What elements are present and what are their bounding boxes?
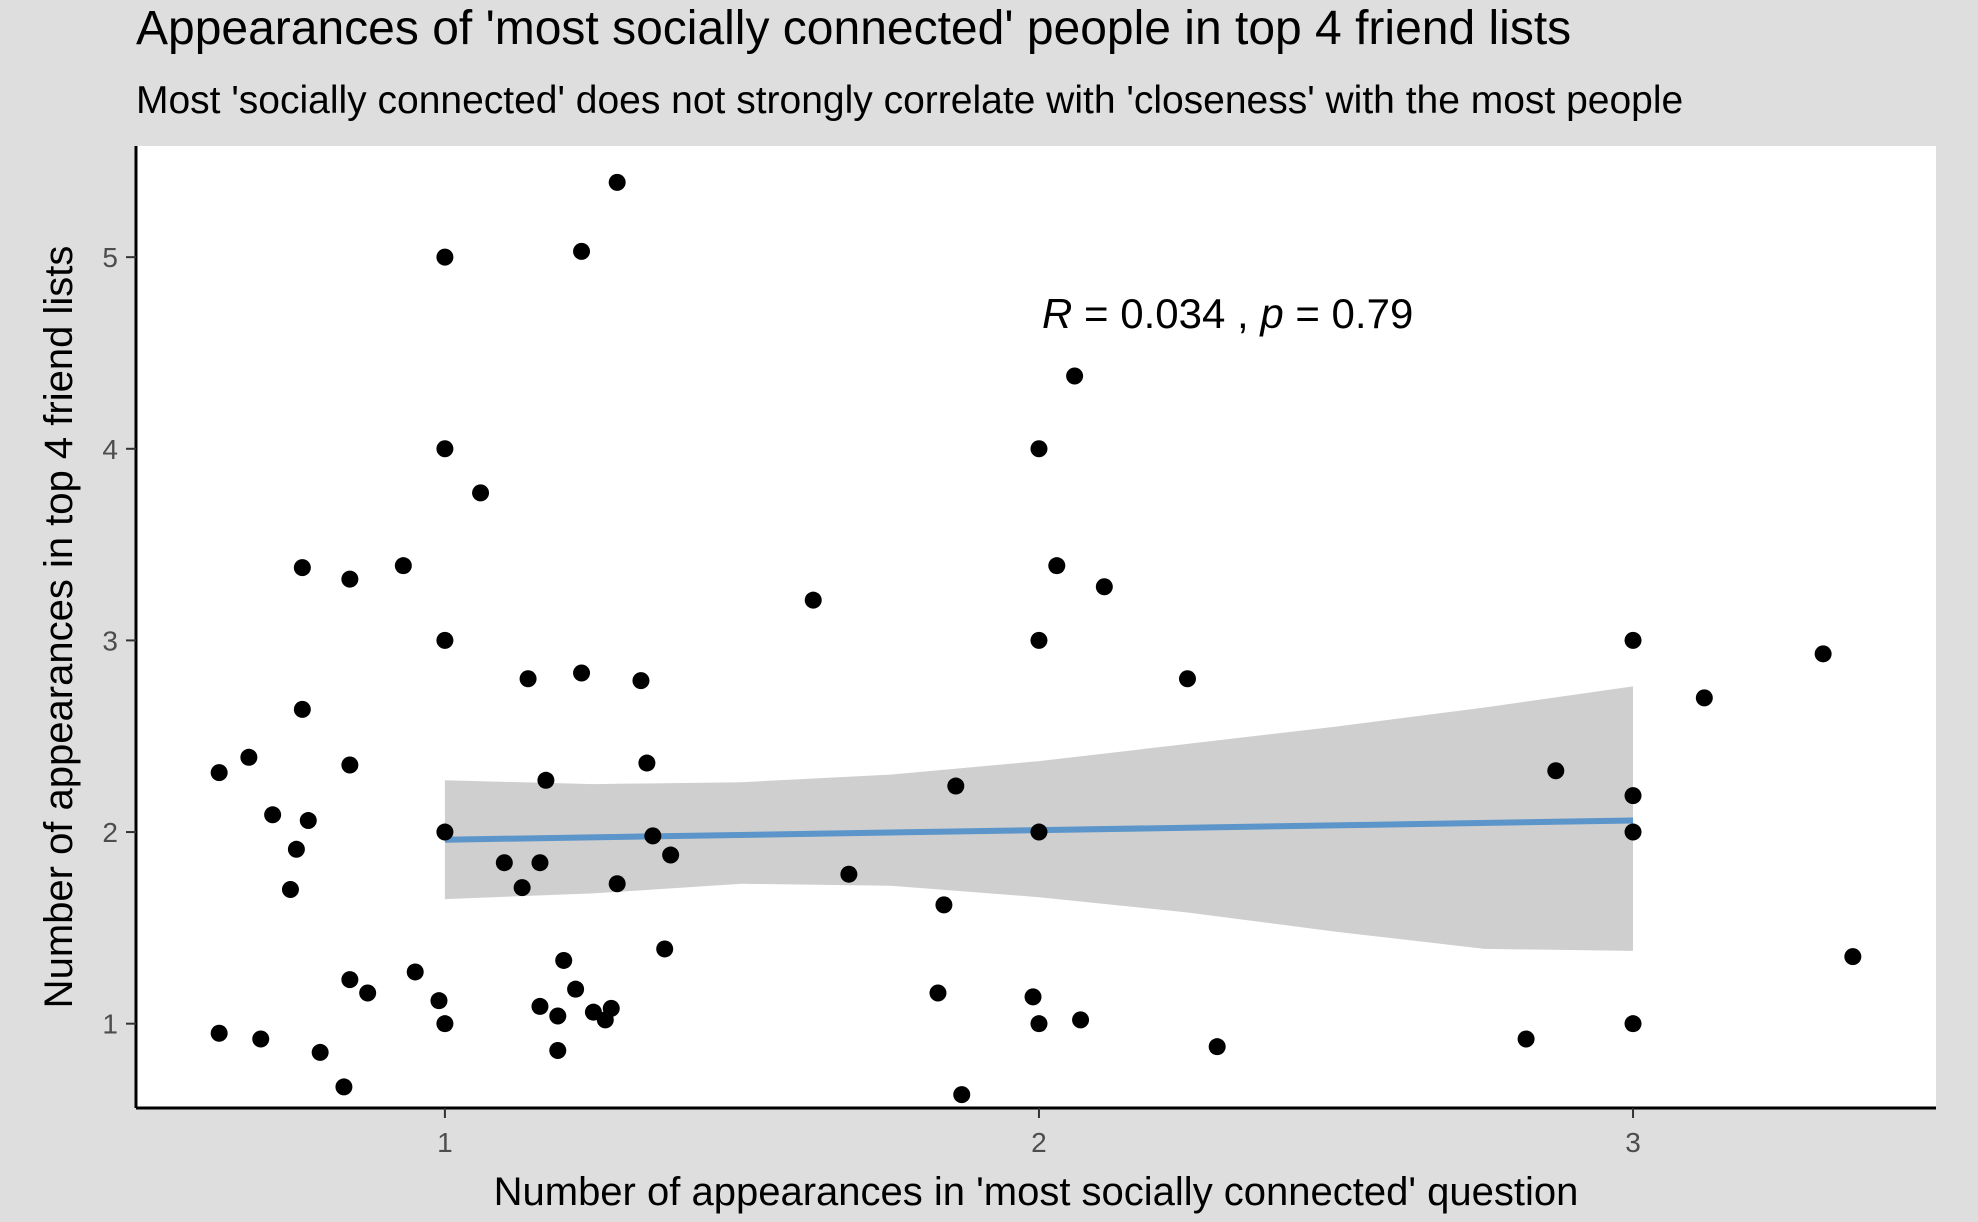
data-point xyxy=(804,591,822,609)
data-point xyxy=(644,827,662,845)
data-point xyxy=(293,559,311,577)
data-point xyxy=(1814,645,1832,663)
data-point xyxy=(1624,787,1642,805)
y-tick-label: 3 xyxy=(102,625,118,656)
data-point xyxy=(1066,367,1084,385)
data-point xyxy=(1178,670,1196,688)
data-point xyxy=(1624,631,1642,649)
data-point xyxy=(1547,762,1565,780)
data-point xyxy=(287,840,305,858)
data-point xyxy=(472,484,490,502)
data-point xyxy=(264,806,282,824)
data-point xyxy=(1695,689,1713,707)
data-point xyxy=(430,992,448,1010)
data-point xyxy=(311,1043,329,1061)
plot-panel xyxy=(136,146,1936,1108)
data-point xyxy=(341,756,359,774)
data-point xyxy=(1030,1015,1048,1033)
data-point xyxy=(436,248,454,266)
points-layer xyxy=(210,173,1862,1104)
y-tick-label: 1 xyxy=(102,1009,118,1040)
p-symbol: p xyxy=(1258,290,1283,337)
data-point xyxy=(359,984,377,1002)
data-point xyxy=(513,879,531,897)
data-point xyxy=(293,700,311,718)
data-point xyxy=(840,865,858,883)
data-point xyxy=(1030,631,1048,649)
data-point xyxy=(1030,440,1048,458)
data-point xyxy=(1030,823,1048,841)
data-point xyxy=(252,1030,270,1048)
data-point xyxy=(1624,823,1642,841)
x-tick-label: 1 xyxy=(437,1127,453,1158)
y-tick-label: 2 xyxy=(102,817,118,848)
data-point xyxy=(1517,1030,1535,1048)
x-axis-title: Number of appearances in 'most socially … xyxy=(494,1170,1579,1214)
data-point xyxy=(656,940,674,958)
chart-subtitle: Most 'socially connected' does not stron… xyxy=(136,79,1683,122)
data-point xyxy=(549,1007,567,1025)
data-point xyxy=(436,823,454,841)
data-point xyxy=(1095,578,1113,596)
x-tick-label: 3 xyxy=(1625,1127,1641,1158)
data-point xyxy=(495,854,513,872)
data-point xyxy=(567,980,585,998)
data-point xyxy=(240,748,258,766)
data-point xyxy=(335,1078,353,1096)
data-point xyxy=(1208,1038,1226,1056)
data-point xyxy=(341,971,359,989)
data-point xyxy=(662,846,680,864)
data-point xyxy=(947,777,965,795)
y-axis-title: Number of appearances in top 4 friend li… xyxy=(37,246,81,1009)
data-point xyxy=(519,670,537,688)
p-value: = 0.79 xyxy=(1284,290,1414,337)
data-point xyxy=(436,440,454,458)
data-point xyxy=(299,812,317,830)
data-point xyxy=(341,570,359,588)
correlation-annotation: R = 0.034 , p = 0.79 xyxy=(1042,290,1413,337)
data-point xyxy=(436,631,454,649)
r-symbol: R xyxy=(1042,290,1072,337)
data-point xyxy=(531,997,549,1015)
chart-title: Appearances of 'most socially connected'… xyxy=(136,2,1571,55)
data-point xyxy=(281,881,299,899)
data-point xyxy=(632,672,650,690)
data-point xyxy=(210,764,228,782)
y-axis-ticks: 1 2 3 4 5 xyxy=(102,242,136,1040)
data-point xyxy=(573,664,591,682)
data-point xyxy=(537,771,555,789)
data-point xyxy=(1024,988,1042,1006)
data-point xyxy=(608,875,626,893)
data-point xyxy=(573,242,591,260)
data-point xyxy=(935,896,953,914)
data-point xyxy=(1072,1011,1090,1029)
x-tick-label: 2 xyxy=(1031,1127,1047,1158)
r-value: = 0.034 , xyxy=(1072,290,1260,337)
data-point xyxy=(929,984,947,1002)
y-tick-label: 5 xyxy=(102,242,118,273)
data-point xyxy=(394,557,412,575)
data-point xyxy=(953,1086,971,1104)
confidence-band xyxy=(444,686,1633,951)
data-point xyxy=(608,173,626,191)
data-point xyxy=(555,951,573,969)
confidence-band-layer xyxy=(444,686,1633,951)
data-point xyxy=(638,754,656,772)
data-point xyxy=(531,854,549,872)
data-point xyxy=(406,963,424,981)
data-point xyxy=(549,1042,567,1060)
data-point xyxy=(1844,948,1862,966)
x-axis-ticks: 1 2 3 xyxy=(437,1108,1641,1158)
y-tick-label: 4 xyxy=(102,434,118,465)
data-point xyxy=(1624,1015,1642,1033)
data-point xyxy=(210,1024,228,1042)
data-point xyxy=(1048,557,1066,575)
data-point xyxy=(436,1015,454,1033)
data-point xyxy=(602,999,620,1017)
